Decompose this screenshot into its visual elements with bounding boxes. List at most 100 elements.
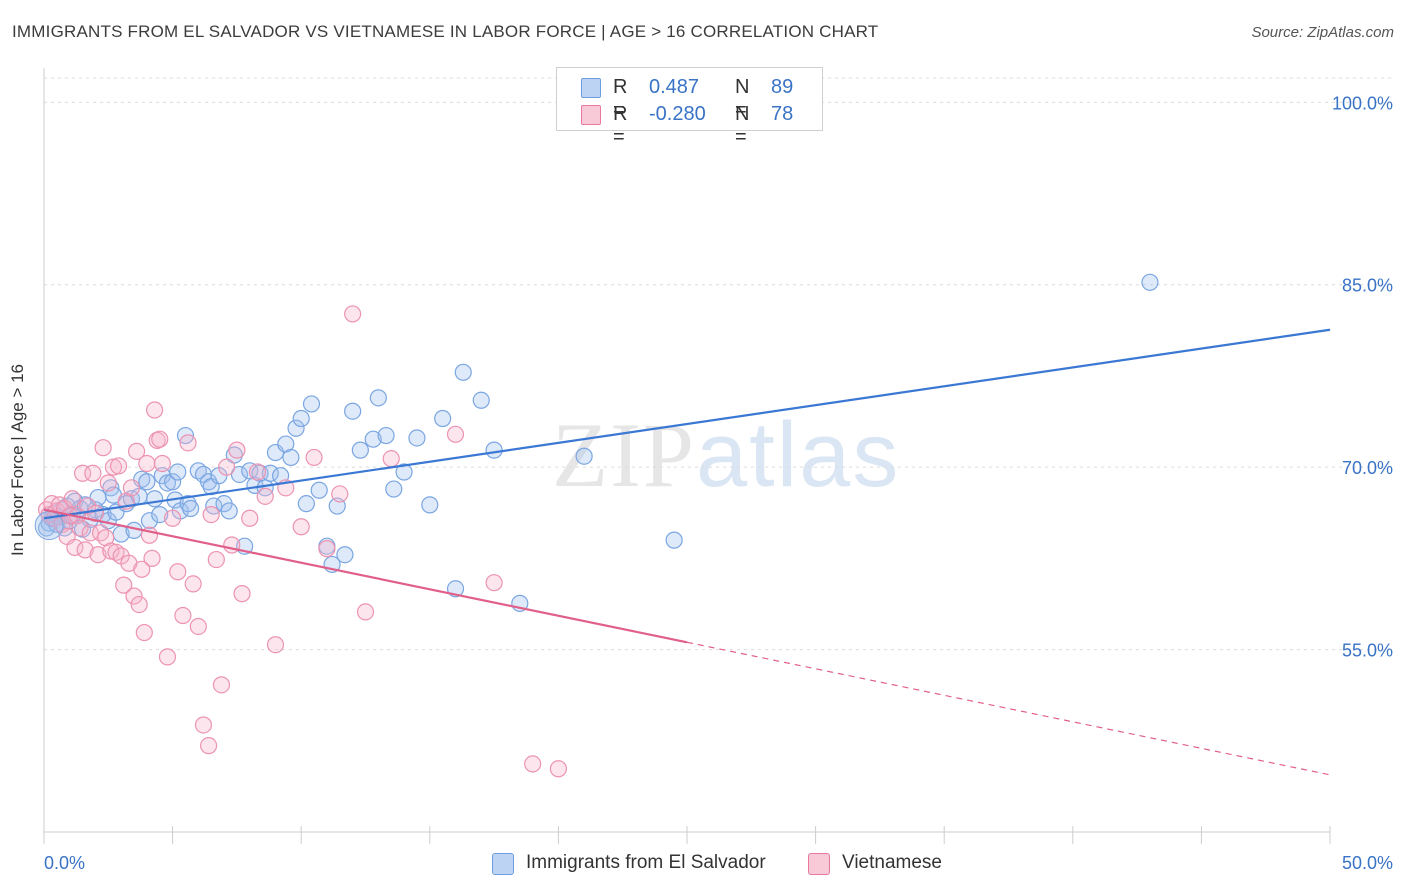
legend-n-label: N =: [735, 103, 750, 148]
point-vietnamese: [169, 563, 187, 581]
point-vietnamese: [331, 485, 349, 503]
point-vietnamese: [94, 439, 112, 457]
point-vietnamese: [99, 474, 117, 492]
point-vietnamese: [138, 454, 156, 473]
trend-line-el-salvador: [43, 328, 1331, 520]
point-el-salvador: [179, 495, 197, 513]
point-vietnamese: [84, 464, 102, 482]
point-el-salvador: [575, 447, 593, 465]
legend-n-value: 89: [771, 76, 794, 98]
point-el-salvador: [377, 426, 395, 445]
point-el-salvador: [344, 402, 362, 420]
point-vietnamese: [143, 549, 161, 567]
point-vietnamese: [218, 458, 236, 476]
source-credit: Source: ZipAtlas.com: [1251, 24, 1394, 41]
point-el-salvador: [336, 546, 354, 564]
y-tick-label: 70.0%: [1342, 458, 1393, 478]
point-vietnamese: [127, 442, 146, 460]
point-vietnamese: [207, 550, 225, 569]
point-el-salvador: [164, 473, 182, 491]
bottom-legend-label-vietnamese: Vietnamese: [842, 852, 942, 873]
point-el-salvador: [434, 409, 452, 428]
point-vietnamese: [189, 617, 207, 636]
point-el-salvador: [138, 473, 156, 491]
point-vietnamese: [292, 518, 310, 536]
point-el-salvador: [454, 363, 472, 381]
y-axis-label-wrap: In Labor Force | Age > 16: [8, 364, 28, 556]
point-vietnamese: [158, 648, 177, 666]
point-el-salvador: [351, 441, 369, 459]
point-vietnamese: [248, 463, 267, 481]
point-vietnamese: [194, 716, 213, 734]
y-tick-label: 85.0%: [1342, 276, 1393, 296]
point-vietnamese: [91, 524, 110, 542]
correlation-legend: R = 0.487 N = 89 R = -0.280 N = 78: [556, 67, 823, 148]
point-vietnamese: [184, 575, 202, 593]
x-tick-label-min: 0.0%: [44, 853, 85, 873]
point-vietnamese: [344, 305, 362, 323]
point-el-salvador: [364, 430, 382, 448]
point-vietnamese: [122, 479, 141, 497]
point-vietnamese: [109, 457, 128, 475]
y-tick-label: 100.0%: [1332, 93, 1393, 113]
point-el-salvador: [1141, 273, 1159, 291]
x-tick-label-max: 50.0%: [1342, 853, 1393, 873]
point-vietnamese: [202, 505, 220, 524]
point-vietnamese: [133, 560, 151, 578]
point-el-salvador: [472, 391, 490, 409]
point-el-salvador: [140, 512, 159, 530]
point-vietnamese: [356, 603, 375, 621]
bottom-legend-swatch-el-salvador: [492, 853, 514, 875]
trend-lines: [43, 328, 1331, 776]
watermark: ZIPatlas: [552, 402, 900, 508]
point-vietnamese: [233, 585, 251, 603]
point-vietnamese: [266, 636, 285, 654]
point-vietnamese: [71, 519, 89, 537]
point-el-salvador: [200, 473, 218, 491]
y-tick-label: 55.0%: [1342, 641, 1393, 661]
point-el-salvador: [287, 419, 305, 437]
point-el-salvador: [230, 465, 249, 484]
point-vietnamese: [318, 540, 336, 558]
point-vietnamese: [549, 760, 568, 778]
point-vietnamese: [446, 425, 465, 443]
point-el-salvador: [485, 441, 503, 459]
point-vietnamese: [76, 541, 94, 559]
trend-line-vietnamese: [43, 508, 688, 644]
trend-line-vietnamese-extrapolated: [686, 641, 1331, 776]
point-vietnamese: [125, 587, 143, 605]
point-el-salvador: [282, 448, 300, 467]
point-el-salvador: [302, 395, 321, 413]
y-axis-label: In Labor Force | Age > 16: [8, 363, 27, 557]
point-vietnamese: [63, 490, 81, 508]
point-el-salvador: [169, 463, 187, 481]
point-vietnamese: [212, 676, 231, 694]
data-points: [34, 273, 1159, 778]
point-vietnamese: [200, 737, 218, 755]
point-vietnamese: [130, 595, 148, 614]
chart-title: IMMIGRANTS FROM EL SALVADOR VS VIETNAMES…: [12, 22, 879, 41]
point-el-salvador: [369, 389, 387, 407]
point-el-salvador: [261, 464, 279, 482]
point-vietnamese: [153, 454, 171, 473]
point-vietnamese: [256, 487, 274, 505]
point-vietnamese: [145, 401, 164, 419]
point-el-salvador: [225, 446, 243, 464]
point-vietnamese: [485, 574, 503, 592]
point-el-salvador: [145, 490, 164, 508]
point-el-salvador: [151, 505, 169, 524]
tick-labels: 55.0% 70.0% 85.0% 100.0% 0.0% 50.0%: [44, 93, 1393, 873]
bottom-legend-swatch-vietnamese: [808, 853, 830, 875]
point-el-salvador: [385, 480, 403, 498]
point-el-salvador: [220, 502, 238, 520]
legend-swatch-vietnamese: [581, 105, 601, 125]
point-vietnamese: [241, 509, 259, 527]
legend-r-label: R =: [613, 76, 628, 121]
point-vietnamese: [151, 430, 169, 448]
point-vietnamese: [382, 450, 400, 468]
point-vietnamese: [174, 606, 192, 625]
watermark-atlas: atlas: [696, 404, 901, 506]
point-el-salvador: [421, 496, 439, 514]
bottom-legend-label-el-salvador: Immigrants from El Salvador: [526, 852, 766, 873]
